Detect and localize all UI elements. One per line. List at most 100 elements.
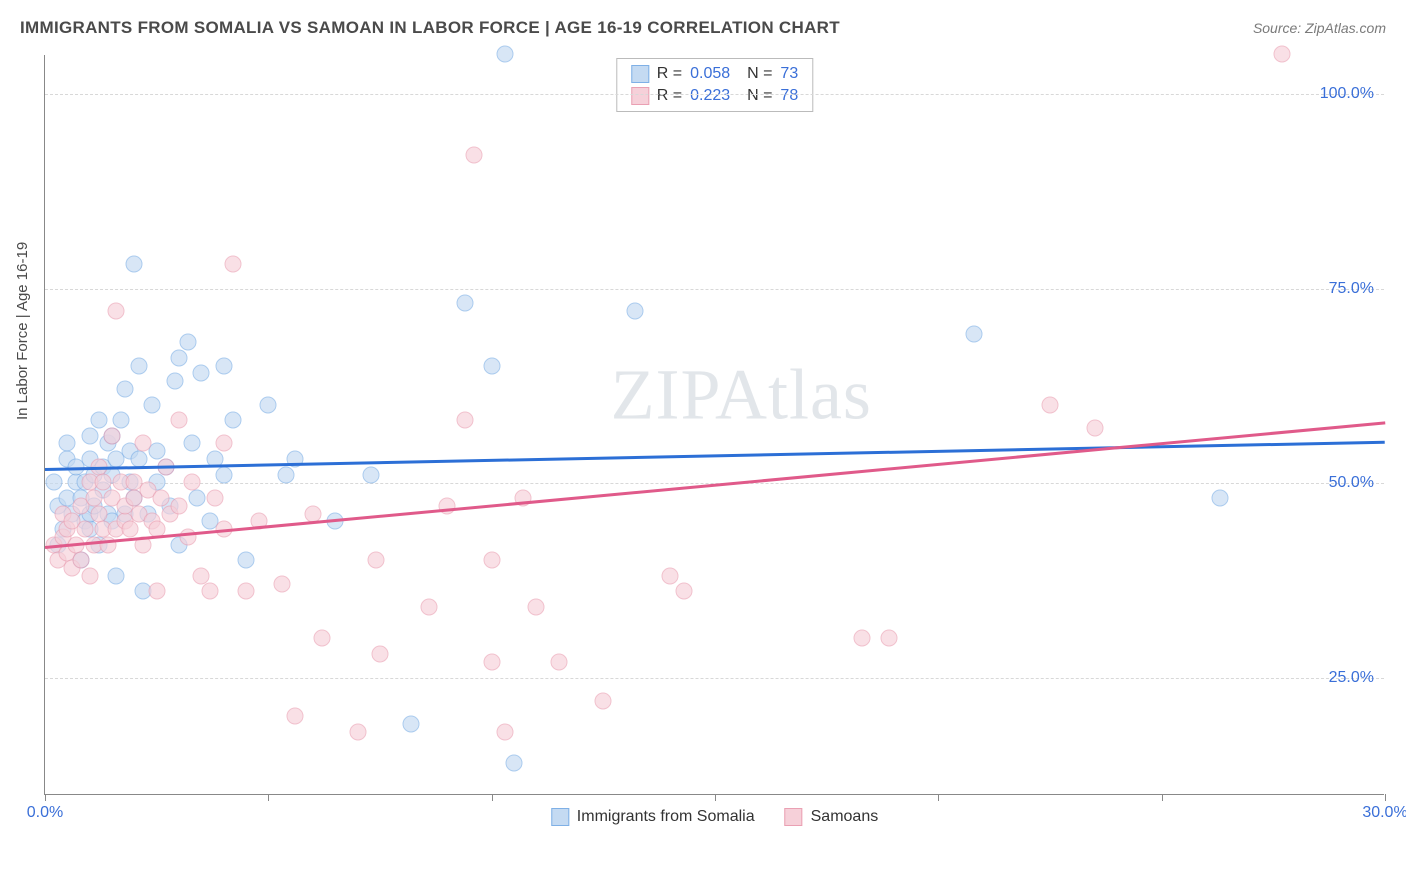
scatter-point xyxy=(224,256,241,273)
y-axis-label: In Labor Force | Age 16-19 xyxy=(14,242,31,420)
scatter-point xyxy=(193,567,210,584)
scatter-point xyxy=(171,349,188,366)
scatter-point xyxy=(171,412,188,429)
scatter-point xyxy=(483,552,500,569)
scatter-point xyxy=(171,497,188,514)
scatter-point xyxy=(166,373,183,390)
scatter-point xyxy=(224,412,241,429)
scatter-point xyxy=(202,583,219,600)
legend-n-value-1: 78 xyxy=(780,87,798,105)
scatter-point xyxy=(95,474,112,491)
legend-correlation: R = 0.058 N = 73 R = 0.223 N = 78 xyxy=(616,58,813,112)
x-tick xyxy=(1162,794,1163,801)
scatter-point xyxy=(215,466,232,483)
scatter-point xyxy=(349,723,366,740)
scatter-point xyxy=(59,435,76,452)
legend-n-label: N = xyxy=(738,87,772,105)
x-tick-label: 0.0% xyxy=(27,804,63,822)
scatter-point xyxy=(108,567,125,584)
scatter-point xyxy=(77,521,94,538)
x-tick-label: 30.0% xyxy=(1362,804,1406,822)
scatter-point xyxy=(421,599,438,616)
scatter-point xyxy=(104,427,121,444)
scatter-point xyxy=(662,567,679,584)
scatter-point xyxy=(86,490,103,507)
scatter-point xyxy=(439,497,456,514)
scatter-point xyxy=(153,490,170,507)
legend-swatch-bottom-1 xyxy=(785,808,803,826)
scatter-point xyxy=(135,435,152,452)
scatter-point xyxy=(260,396,277,413)
legend-r-value-1: 0.223 xyxy=(690,87,730,105)
scatter-point xyxy=(121,521,138,538)
scatter-point xyxy=(179,528,196,545)
scatter-point xyxy=(72,552,89,569)
legend-r-value-0: 0.058 xyxy=(690,65,730,83)
scatter-point xyxy=(184,474,201,491)
scatter-point xyxy=(550,653,567,670)
scatter-point xyxy=(188,490,205,507)
scatter-point xyxy=(45,474,62,491)
x-tick xyxy=(492,794,493,801)
scatter-point xyxy=(206,490,223,507)
trend-line xyxy=(45,441,1385,471)
scatter-point xyxy=(483,653,500,670)
y-tick-label: 100.0% xyxy=(1320,85,1374,103)
scatter-point xyxy=(363,466,380,483)
y-tick-label: 25.0% xyxy=(1329,669,1374,687)
scatter-point xyxy=(90,505,107,522)
scatter-point xyxy=(184,435,201,452)
legend-n-label: N = xyxy=(738,65,772,83)
legend-item-1: Samoans xyxy=(785,808,879,826)
scatter-point xyxy=(854,630,871,647)
scatter-point xyxy=(483,357,500,374)
scatter-point xyxy=(81,427,98,444)
scatter-point xyxy=(465,147,482,164)
scatter-point xyxy=(238,583,255,600)
scatter-point xyxy=(126,256,143,273)
x-tick xyxy=(715,794,716,801)
watermark: ZIPAtlas xyxy=(611,353,872,436)
scatter-point xyxy=(81,567,98,584)
source-label: Source: ZipAtlas.com xyxy=(1253,20,1386,36)
scatter-point xyxy=(287,708,304,725)
scatter-point xyxy=(278,466,295,483)
scatter-point xyxy=(506,754,523,771)
y-tick-label: 75.0% xyxy=(1329,280,1374,298)
legend-r-label: R = xyxy=(657,87,682,105)
legend-row-series-1: R = 0.223 N = 78 xyxy=(631,85,798,107)
scatter-point xyxy=(215,435,232,452)
x-tick xyxy=(268,794,269,801)
legend-n-value-0: 73 xyxy=(780,65,798,83)
scatter-point xyxy=(148,583,165,600)
scatter-point xyxy=(1274,46,1291,63)
legend-swatch-0 xyxy=(631,65,649,83)
legend-swatch-bottom-0 xyxy=(551,808,569,826)
scatter-point xyxy=(675,583,692,600)
scatter-point xyxy=(497,46,514,63)
scatter-point xyxy=(1211,490,1228,507)
scatter-point xyxy=(273,575,290,592)
scatter-point xyxy=(117,380,134,397)
scatter-point xyxy=(456,295,473,312)
scatter-point xyxy=(215,357,232,374)
scatter-point xyxy=(144,396,161,413)
scatter-point xyxy=(179,334,196,351)
scatter-point xyxy=(193,365,210,382)
scatter-point xyxy=(966,326,983,343)
y-tick-label: 50.0% xyxy=(1329,474,1374,492)
scatter-point xyxy=(108,303,125,320)
plot-area: ZIPAtlas R = 0.058 N = 73 R = 0.223 N = … xyxy=(44,55,1384,795)
scatter-point xyxy=(1086,419,1103,436)
scatter-point xyxy=(90,412,107,429)
scatter-point xyxy=(313,630,330,647)
scatter-point xyxy=(403,715,420,732)
scatter-point xyxy=(497,723,514,740)
scatter-point xyxy=(367,552,384,569)
scatter-point xyxy=(528,599,545,616)
gridline-h xyxy=(45,678,1384,679)
legend-swatch-1 xyxy=(631,87,649,105)
scatter-point xyxy=(881,630,898,647)
scatter-point xyxy=(372,645,389,662)
legend-label-0: Immigrants from Somalia xyxy=(577,808,755,826)
